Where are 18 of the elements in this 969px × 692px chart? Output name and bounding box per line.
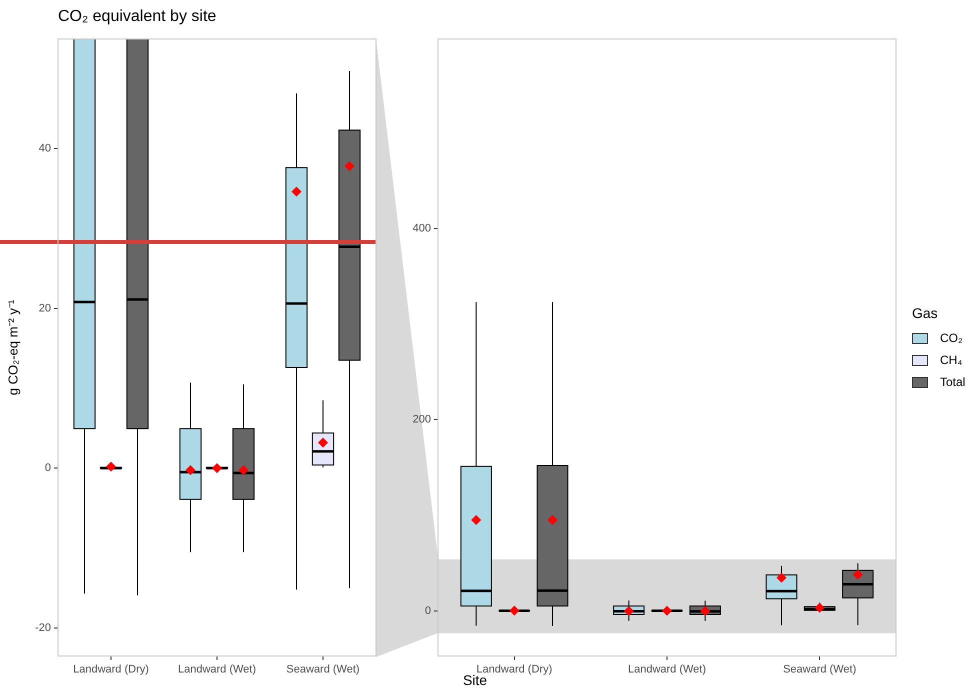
y-tick-label: -20 [35, 622, 51, 634]
y-tick-label: 200 [412, 414, 431, 426]
chart-title: CO₂ equivalent by site [58, 8, 216, 26]
legend-label: CH₄ [940, 353, 962, 367]
y-axis-title: g CO₂-eq m⁻² y⁻¹ [5, 299, 20, 396]
x-tick-label: Landward (Dry) [73, 664, 149, 676]
x-tick-label: Landward (Wet) [178, 664, 256, 676]
legend-label: CO₂ [940, 331, 963, 345]
y-tick-label: 40 [38, 142, 51, 155]
legend-title: Gas [912, 305, 939, 321]
y-tick-label: 20 [38, 302, 51, 314]
x-tick-label: Seaward (Wet) [286, 664, 360, 676]
y-tick-label: 400 [412, 222, 431, 234]
legend-label: Total [940, 375, 966, 389]
y-tick-label: 0 [44, 462, 51, 474]
x-tick-label: Landward (Wet) [628, 664, 706, 676]
y-tick-label: 0 [424, 604, 431, 617]
x-tick-label: Seaward (Wet) [783, 664, 856, 676]
